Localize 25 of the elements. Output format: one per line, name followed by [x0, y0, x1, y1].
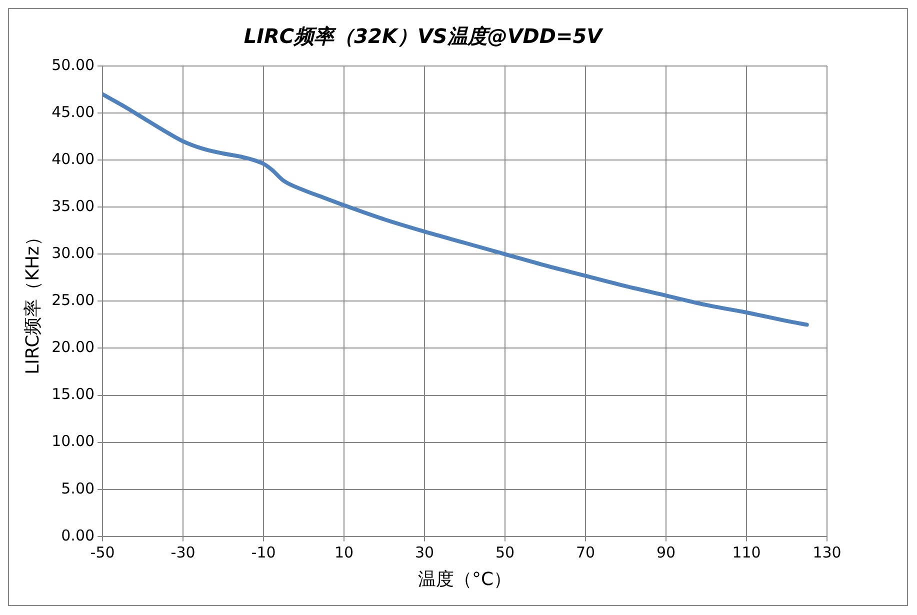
x-tick-label: 130 — [812, 543, 842, 562]
x-tick-label: 30 — [414, 543, 434, 562]
x-tick-label: 90 — [656, 543, 676, 562]
x-tick-label: 50 — [495, 543, 515, 562]
x-tick-label: -50 — [90, 543, 115, 562]
y-axis-title: LIRC频率（KHz） — [22, 228, 44, 374]
y-tick-label: 50.00 — [52, 56, 95, 74]
y-tick-label: 45.00 — [52, 102, 95, 121]
y-tick-label: 15.00 — [52, 385, 95, 404]
x-tick-label: 70 — [576, 543, 596, 562]
y-tick-label: 5.00 — [61, 479, 95, 498]
y-tick-label: 40.00 — [52, 150, 95, 168]
y-tick-label: 30.00 — [52, 244, 95, 262]
y-tick-label: 20.00 — [52, 338, 95, 356]
y-tick-label: 35.00 — [52, 197, 95, 216]
y-tick-label: 25.00 — [52, 291, 95, 310]
x-axis-title: 温度（°C） — [418, 568, 512, 590]
y-tick-label: 0.00 — [61, 526, 95, 544]
x-tick-label: -10 — [251, 543, 276, 562]
x-tick-label: -30 — [170, 543, 196, 562]
line-series — [102, 92, 809, 327]
x-tick-label: 10 — [334, 543, 354, 562]
x-tick-label: 110 — [732, 543, 761, 562]
y-tick-label: 10.00 — [52, 432, 95, 450]
chart-title: LIRC频率（32K）VS温度@VDD=5V — [244, 24, 604, 48]
